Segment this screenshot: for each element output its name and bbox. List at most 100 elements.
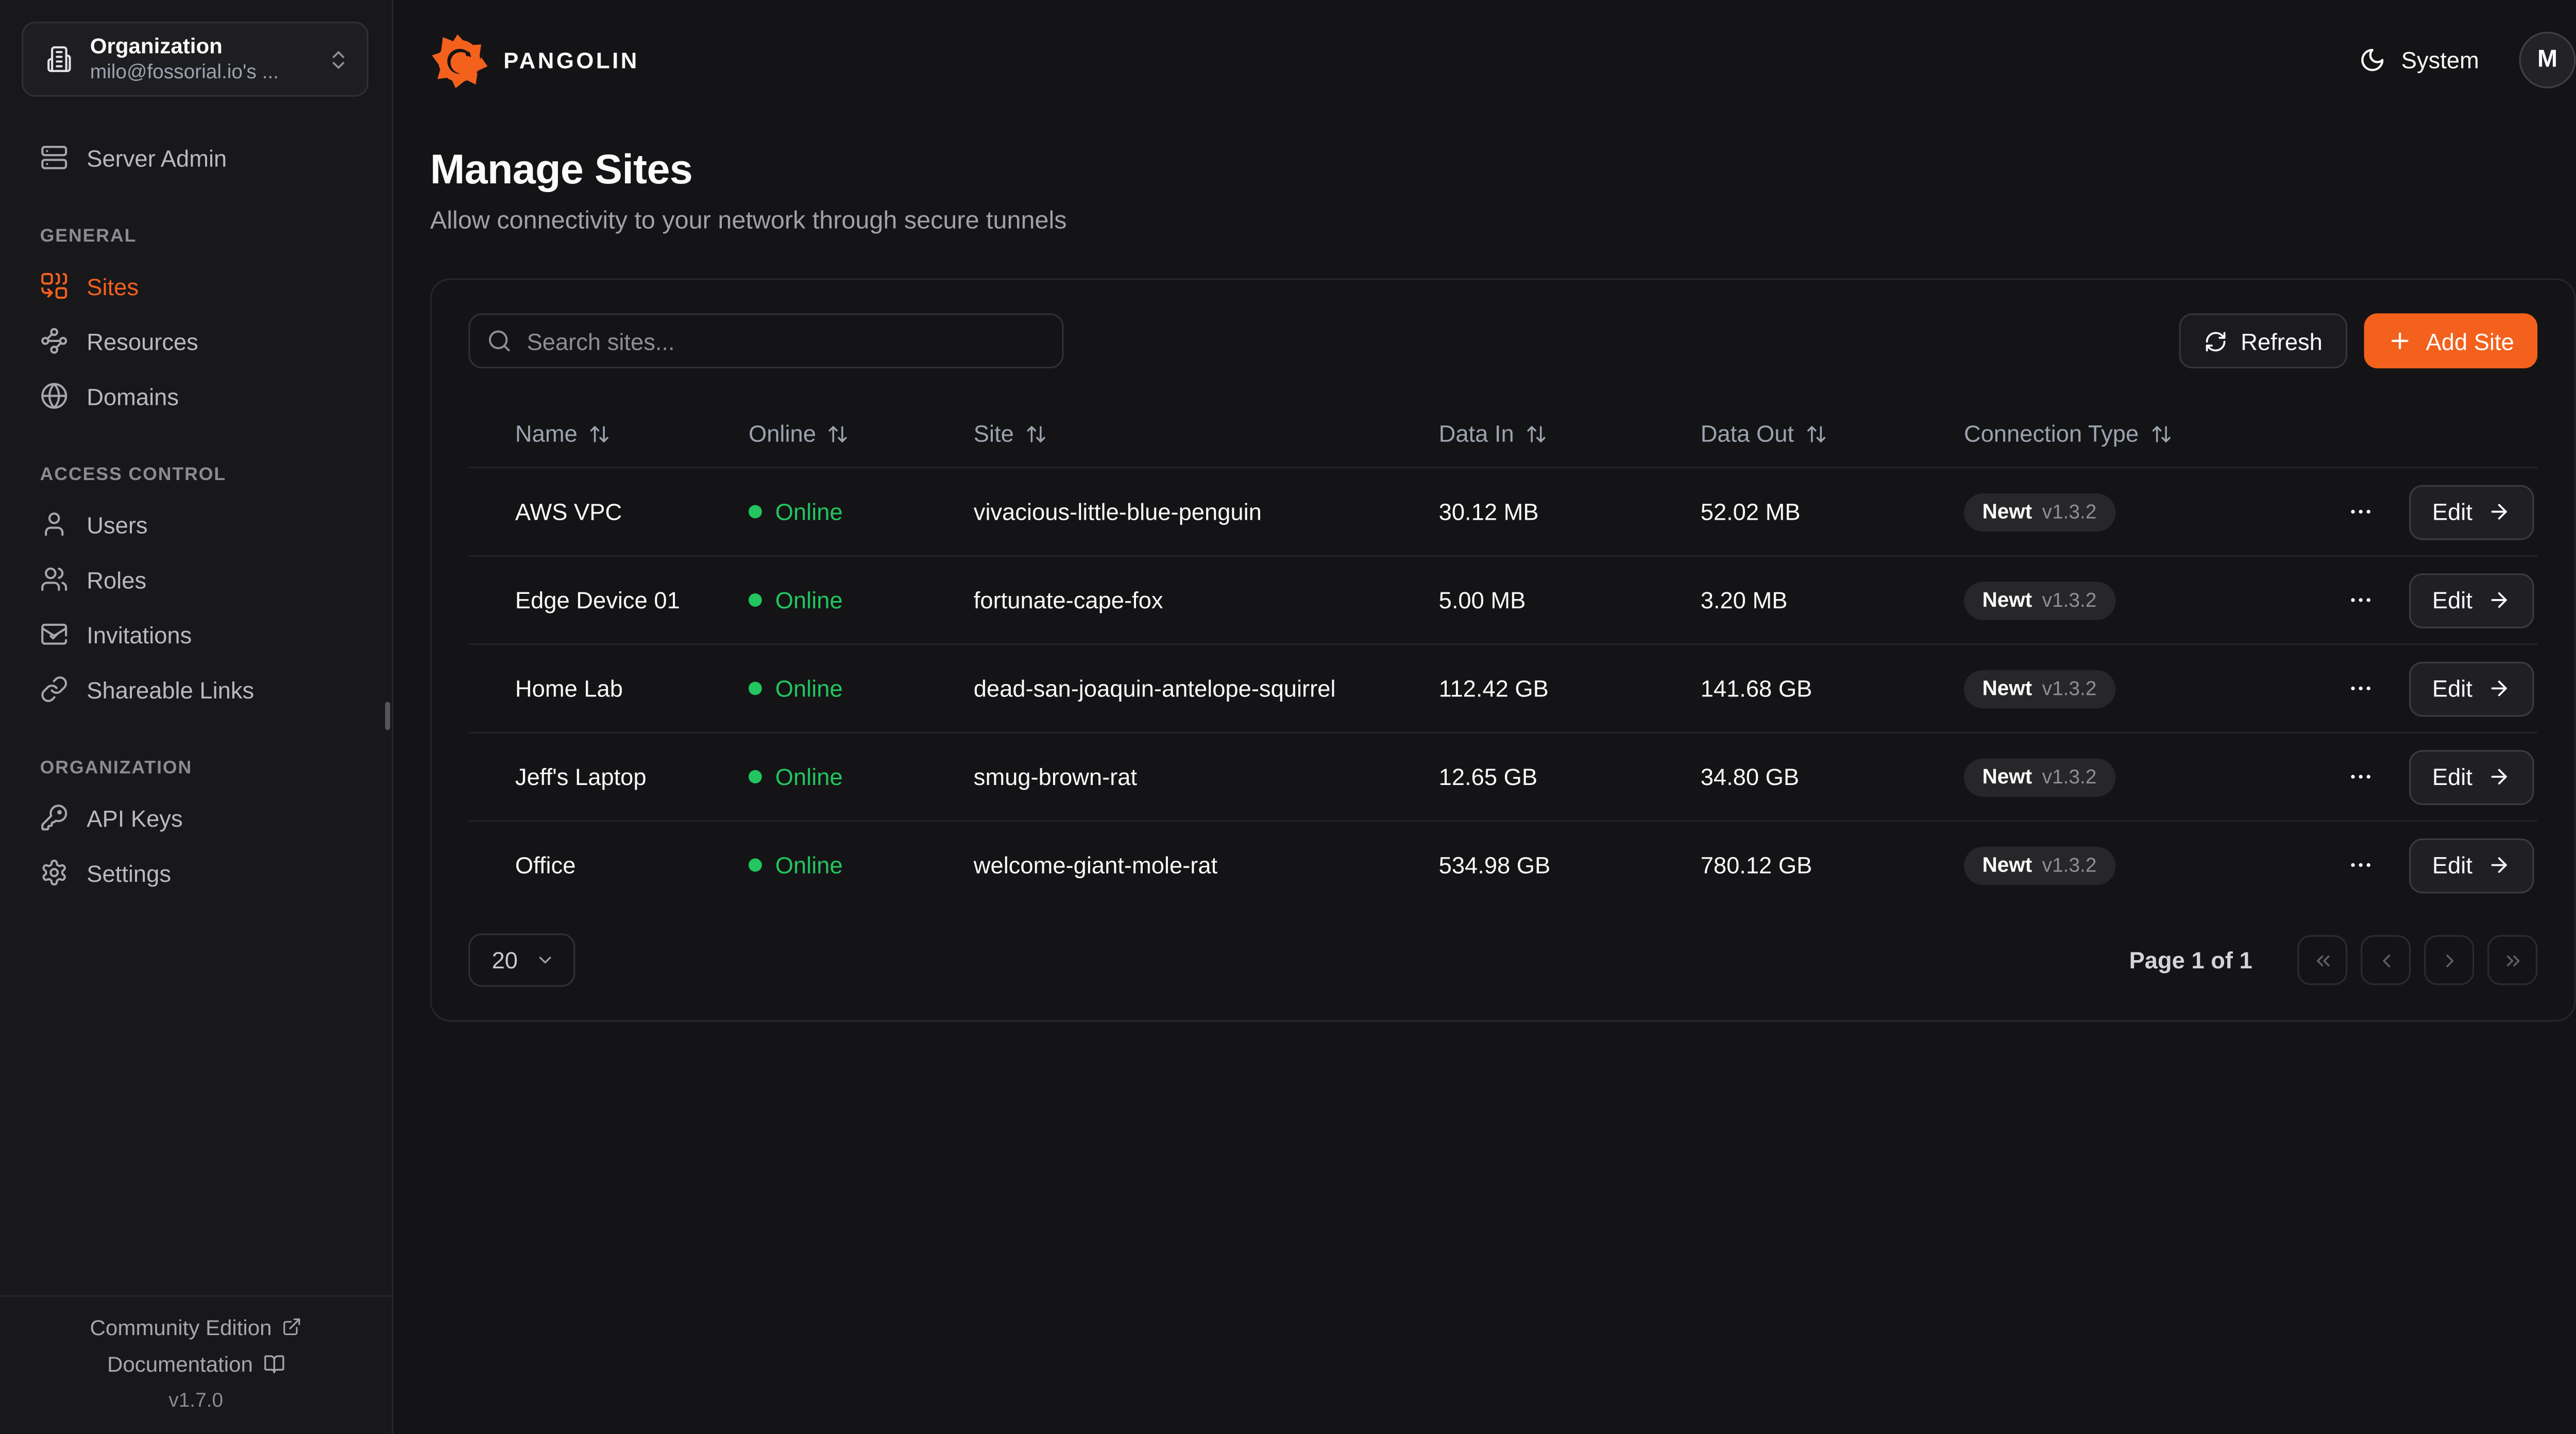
org-switcher[interactable]: Organization milo@fossorial.io's ... bbox=[22, 22, 369, 97]
sidebar-item-settings[interactable]: Settings bbox=[27, 845, 365, 900]
sidebar-item-server-admin[interactable]: Server Admin bbox=[27, 130, 365, 185]
sidebar-item-users[interactable]: Users bbox=[27, 497, 365, 552]
data-out-value: 780.12 GB bbox=[1700, 851, 1812, 879]
row-menu-button[interactable] bbox=[2341, 845, 2381, 885]
plus-icon bbox=[2387, 328, 2413, 353]
chevrons-left-icon bbox=[2312, 949, 2333, 971]
chevrons-right-icon bbox=[2502, 949, 2523, 971]
next-page-button[interactable] bbox=[2424, 935, 2475, 985]
edit-button[interactable]: Edit bbox=[2409, 572, 2534, 628]
site-name: AWS VPC bbox=[515, 498, 622, 525]
community-edition-link[interactable]: Community Edition bbox=[90, 1314, 302, 1339]
column-header-data-out[interactable]: Data Out bbox=[1701, 420, 1964, 447]
sidebar-item-invitations[interactable]: Invitations bbox=[27, 607, 365, 662]
sidebar-item-sites[interactable]: Sites bbox=[27, 259, 365, 314]
theme-toggle[interactable]: System bbox=[2360, 47, 2479, 74]
arrow-right-icon bbox=[2487, 765, 2511, 788]
page-content: Manage Sites Allow connectivity to your … bbox=[394, 120, 2576, 1022]
sites-toolbar: Refresh Add Site bbox=[468, 313, 2538, 369]
documentation-link[interactable]: Documentation bbox=[107, 1351, 284, 1376]
site-name: Home Lab bbox=[515, 675, 623, 702]
users-icon bbox=[40, 565, 69, 593]
ellipsis-icon bbox=[2347, 587, 2374, 613]
arrow-right-icon bbox=[2487, 588, 2511, 611]
globe-icon bbox=[40, 382, 69, 410]
section-label-organization: ORGANIZATION bbox=[40, 758, 193, 779]
column-header-data-in[interactable]: Data In bbox=[1439, 420, 1701, 447]
org-switcher-label: Organization bbox=[90, 33, 223, 59]
column-header-online[interactable]: Online bbox=[749, 420, 974, 447]
edit-button[interactable]: Edit bbox=[2409, 838, 2534, 893]
online-dot-icon bbox=[748, 505, 762, 519]
row-menu-button[interactable] bbox=[2341, 669, 2381, 709]
status-badge: Online bbox=[748, 763, 974, 790]
moon-icon bbox=[2360, 47, 2386, 74]
sidebar-item-resources[interactable]: Resources bbox=[27, 313, 365, 368]
arrow-right-icon bbox=[2487, 677, 2511, 700]
page-info: Page 1 of 1 bbox=[2129, 947, 2252, 974]
table-row: AWS VPC Online vivacious-little-blue-pen… bbox=[468, 467, 2538, 555]
user-icon bbox=[40, 510, 69, 538]
column-header-connection-type[interactable]: Connection Type bbox=[1964, 420, 2314, 447]
add-site-button[interactable]: Add Site bbox=[2364, 313, 2538, 369]
sidebar-scrollbar-thumb[interactable] bbox=[385, 702, 391, 730]
prev-page-button[interactable] bbox=[2361, 935, 2411, 985]
data-in-value: 5.00 MB bbox=[1438, 587, 1526, 613]
connection-type-badge: Newt v1.3.2 bbox=[1963, 846, 2115, 884]
page-size-select[interactable]: 20 bbox=[468, 933, 575, 987]
sidebar-item-api-keys[interactable]: API Keys bbox=[27, 790, 365, 845]
table-footer: 20 Page 1 of 1 bbox=[468, 933, 2538, 987]
sidebar-item-label: Sites bbox=[87, 272, 139, 299]
connection-type-badge: Newt v1.3.2 bbox=[1963, 581, 2115, 620]
column-header-site[interactable]: Site bbox=[974, 420, 1439, 447]
row-menu-button[interactable] bbox=[2341, 580, 2381, 620]
site-name: Office bbox=[515, 851, 576, 879]
search-input[interactable] bbox=[468, 313, 1064, 369]
user-avatar[interactable]: M bbox=[2519, 31, 2576, 89]
row-menu-button[interactable] bbox=[2341, 492, 2381, 532]
last-page-button[interactable] bbox=[2487, 935, 2538, 985]
edit-button[interactable]: Edit bbox=[2409, 661, 2534, 716]
edit-button[interactable]: Edit bbox=[2409, 484, 2534, 539]
online-dot-icon bbox=[748, 858, 762, 872]
server-icon bbox=[40, 143, 69, 172]
refresh-button[interactable]: Refresh bbox=[2179, 313, 2348, 369]
ellipsis-icon bbox=[2347, 675, 2374, 702]
sidebar: Organization milo@fossorial.io's ... Ser… bbox=[0, 0, 394, 1434]
sidebar-item-label: API Keys bbox=[87, 804, 183, 831]
gear-icon bbox=[40, 859, 69, 887]
data-in-value: 112.42 GB bbox=[1438, 675, 1549, 702]
online-dot-icon bbox=[748, 770, 762, 783]
first-page-button[interactable] bbox=[2297, 935, 2348, 985]
site-slug: welcome-giant-mole-rat bbox=[973, 851, 1218, 879]
table-row: Office Online welcome-giant-mole-rat 534… bbox=[468, 820, 2538, 909]
site-name: Jeff's Laptop bbox=[515, 763, 647, 790]
data-in-value: 12.65 GB bbox=[1438, 763, 1538, 790]
table-row: Home Lab Online dead-san-joaquin-antelop… bbox=[468, 643, 2538, 732]
table-row: Jeff's Laptop Online smug-brown-rat 12.6… bbox=[468, 731, 2538, 821]
column-header-name[interactable]: Name bbox=[515, 420, 749, 447]
data-out-value: 52.02 MB bbox=[1700, 498, 1801, 525]
arrow-right-icon bbox=[2487, 853, 2511, 877]
table-row: Edge Device 01 Online fortunate-cape-fox… bbox=[468, 555, 2538, 644]
org-switcher-value: milo@fossorial.io's ... bbox=[90, 60, 279, 83]
sort-icon bbox=[2150, 422, 2172, 444]
site-name: Edge Device 01 bbox=[515, 587, 680, 613]
ellipsis-icon bbox=[2347, 499, 2374, 525]
sidebar-item-label: Shareable Links bbox=[87, 676, 255, 703]
brand-logo[interactable]: PANGOLIN bbox=[430, 31, 639, 89]
external-link-icon bbox=[282, 1317, 302, 1337]
row-menu-button[interactable] bbox=[2341, 757, 2381, 797]
sites-card: Refresh Add Site Name bbox=[430, 278, 2576, 1022]
chevron-right-icon bbox=[2438, 949, 2460, 971]
sidebar-item-domains[interactable]: Domains bbox=[27, 368, 365, 423]
waypoints-icon bbox=[40, 327, 69, 355]
search-icon bbox=[487, 328, 512, 353]
section-label-general: GENERAL bbox=[40, 227, 137, 247]
sort-icon bbox=[828, 422, 850, 444]
sites-table: Name Online Site Data In bbox=[468, 400, 2538, 909]
sidebar-item-roles[interactable]: Roles bbox=[27, 552, 365, 607]
sidebar-item-shareable-links[interactable]: Shareable Links bbox=[27, 662, 365, 717]
edit-button[interactable]: Edit bbox=[2409, 749, 2534, 805]
online-dot-icon bbox=[748, 593, 762, 607]
